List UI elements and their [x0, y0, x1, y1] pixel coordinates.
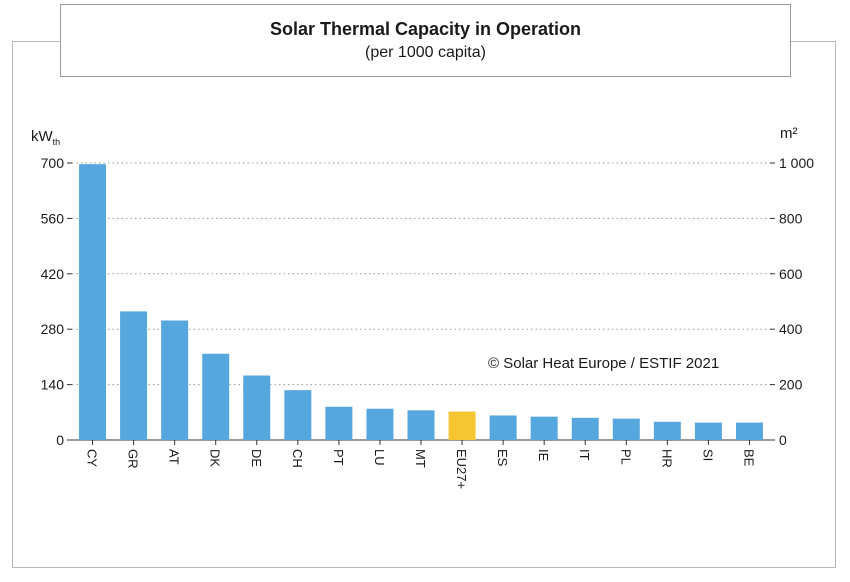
bar — [120, 311, 148, 440]
copyright-note: © Solar Heat Europe / ESTIF 2021 — [488, 355, 719, 372]
bar — [243, 375, 271, 440]
y-axis-left: 0 140 280 420 560 700 — [41, 155, 72, 448]
bar — [284, 390, 312, 440]
y-axis-left-unit: kWth — [31, 128, 60, 147]
bar — [366, 408, 394, 440]
bar — [202, 353, 230, 440]
y-axis-right: 0 200 400 600 800 1 000 — [770, 155, 814, 448]
category-label: PL — [618, 449, 633, 465]
grid-lines — [72, 162, 770, 386]
bars — [79, 164, 763, 441]
bar — [407, 410, 435, 440]
bar — [489, 415, 517, 440]
bar — [448, 411, 476, 440]
y-tick-label-right: 600 — [779, 266, 803, 282]
category-label: EU27+ — [454, 449, 469, 489]
category-label: IT — [577, 449, 592, 461]
category-label: CY — [85, 449, 100, 467]
bar — [325, 406, 353, 440]
category-label: SI — [700, 449, 715, 461]
bar — [694, 422, 722, 440]
category-label: DK — [208, 449, 223, 467]
category-label: AT — [167, 449, 182, 465]
bar — [79, 164, 107, 441]
y-tick-label-left: 560 — [41, 210, 65, 226]
chart-frame — [12, 41, 836, 568]
y-tick-label-left: 140 — [41, 377, 65, 393]
bar — [612, 418, 640, 440]
y-tick-label-right: 800 — [779, 210, 803, 226]
y-tick-label-right: 400 — [779, 321, 803, 337]
y-tick-label-right: 0 — [779, 432, 787, 448]
category-label: CH — [290, 449, 305, 468]
y-axis-left-unit-main: kW — [31, 128, 54, 145]
category-labels: CY GR AT DK DE CH PT LU MT EU27+ ES IE IT PL HR SI BE — [85, 449, 757, 489]
category-label: PT — [331, 449, 346, 466]
category-label: BE — [741, 449, 756, 467]
y-tick-label-left: 700 — [41, 155, 65, 171]
y-tick-label-left: 0 — [56, 432, 64, 448]
category-label: LU — [372, 449, 387, 466]
category-label: HR — [659, 449, 674, 468]
chart-subtitle: (per 1000 capita) — [365, 44, 486, 61]
y-tick-label-right: 1 000 — [779, 155, 814, 171]
y-axis-right-unit: m² — [780, 125, 798, 142]
bar — [571, 417, 599, 440]
category-label: ES — [495, 449, 510, 467]
chart-title: Solar Thermal Capacity in Operation — [269, 19, 582, 39]
bar — [653, 421, 681, 440]
category-label: DE — [249, 449, 264, 467]
x-axis — [72, 439, 770, 445]
y-tick-label-left: 420 — [41, 266, 65, 282]
y-axis-left-unit-sub: th — [53, 137, 61, 147]
category-label: MT — [413, 449, 428, 468]
category-label: IE — [536, 449, 551, 462]
bar — [161, 320, 189, 440]
y-tick-label-right: 200 — [779, 377, 803, 393]
category-label: GR — [126, 449, 141, 469]
y-tick-label-left: 280 — [41, 321, 65, 337]
bar — [530, 416, 558, 440]
bar — [735, 422, 763, 440]
title-box: Solar Thermal Capacity in Operation (per… — [60, 4, 791, 77]
